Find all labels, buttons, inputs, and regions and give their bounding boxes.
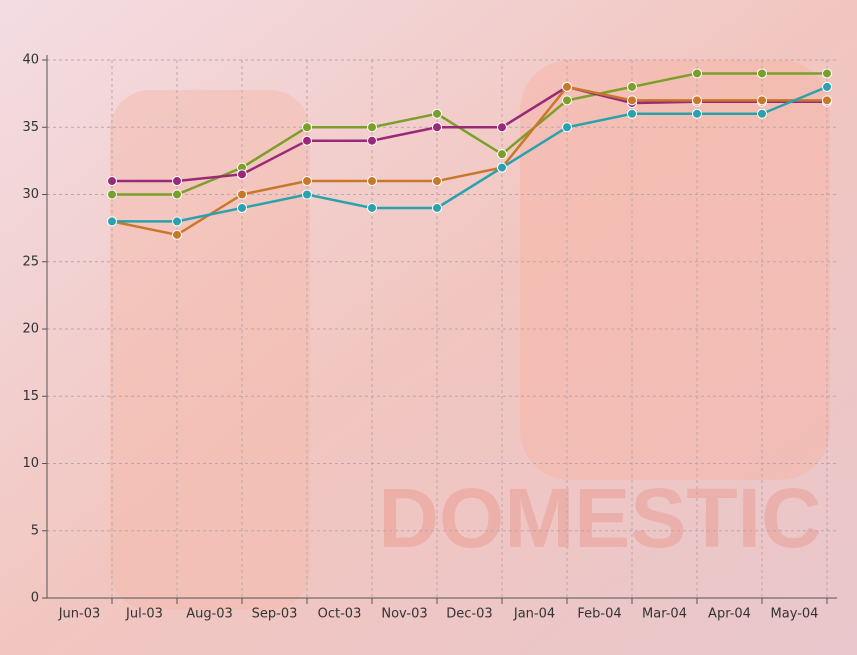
point xyxy=(758,69,767,78)
y-tick-label: 10 xyxy=(22,456,39,471)
point xyxy=(368,177,377,186)
point xyxy=(563,96,572,105)
y-tick-label: 35 xyxy=(22,120,39,135)
point xyxy=(173,230,182,239)
jar-shape xyxy=(110,90,310,610)
point xyxy=(823,82,832,91)
point xyxy=(173,190,182,199)
x-tick-label: Oct-03 xyxy=(318,607,362,622)
point xyxy=(368,203,377,212)
point xyxy=(173,177,182,186)
point xyxy=(173,217,182,226)
point xyxy=(563,123,572,132)
point xyxy=(823,96,832,105)
x-tick-label: Jul-03 xyxy=(125,607,163,622)
point xyxy=(563,82,572,91)
x-tick-label: Sep-03 xyxy=(252,607,298,622)
y-tick-label: 30 xyxy=(22,187,39,202)
watermark: DOMESTIC xyxy=(378,471,821,565)
y-tick-label: 40 xyxy=(22,53,39,68)
y-tick-label: 20 xyxy=(22,322,39,337)
point xyxy=(368,123,377,132)
x-tick-label: Mar-04 xyxy=(642,607,687,622)
y-tick-label: 5 xyxy=(31,523,39,538)
x-tick-label: Dec-03 xyxy=(446,607,492,622)
point xyxy=(108,177,117,186)
point xyxy=(628,96,637,105)
point xyxy=(433,109,442,118)
chart: DOMESTIC 0 5 10 15 20 25 30 35 40 Jun-03 Jul-03 Aug… xyxy=(0,0,857,655)
point xyxy=(238,170,247,179)
point xyxy=(628,82,637,91)
point xyxy=(823,69,832,78)
point xyxy=(433,123,442,132)
point xyxy=(303,190,312,199)
point xyxy=(238,203,247,212)
point xyxy=(433,203,442,212)
y-tick-label: 25 xyxy=(22,254,39,269)
point xyxy=(693,109,702,118)
y-tick-label: 0 xyxy=(31,591,39,606)
point xyxy=(758,96,767,105)
point xyxy=(693,96,702,105)
point xyxy=(108,190,117,199)
x-tick-label: Jun-03 xyxy=(58,607,101,622)
point xyxy=(368,136,377,145)
point xyxy=(498,163,507,172)
point xyxy=(433,177,442,186)
point xyxy=(303,123,312,132)
point xyxy=(303,136,312,145)
point xyxy=(498,123,507,132)
point xyxy=(498,150,507,159)
x-tick-label: May-04 xyxy=(771,607,819,622)
point xyxy=(693,69,702,78)
x-tick-label: Feb-04 xyxy=(577,607,621,622)
point xyxy=(628,109,637,118)
x-tick-label: Jan-04 xyxy=(513,607,555,622)
point xyxy=(303,177,312,186)
point xyxy=(238,190,247,199)
y-tick-label: 15 xyxy=(22,389,39,404)
point xyxy=(758,109,767,118)
x-tick-label: Nov-03 xyxy=(381,607,427,622)
point xyxy=(108,217,117,226)
x-tick-label: Aug-03 xyxy=(186,607,233,622)
x-tick-label: Apr-04 xyxy=(708,607,751,622)
